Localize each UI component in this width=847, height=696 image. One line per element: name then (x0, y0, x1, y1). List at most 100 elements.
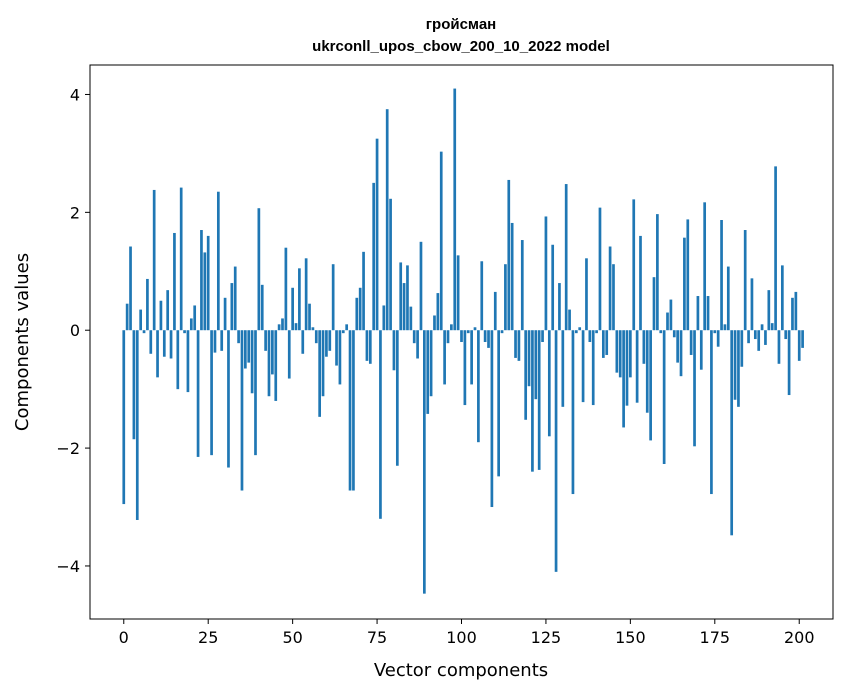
bar-54 (304, 258, 308, 331)
bar-62 (331, 264, 335, 331)
bar-74 (372, 182, 376, 331)
x-tick-label: 100 (446, 628, 477, 647)
chart-title-line-2: ukrconll_upos_cbow_200_10_2022 model (312, 38, 610, 55)
bar-201 (801, 330, 804, 348)
bar-75 (375, 138, 379, 331)
bar-156 (649, 330, 652, 441)
bar-79 (389, 198, 392, 331)
bar-67 (348, 330, 352, 491)
bar-88 (419, 241, 423, 331)
bar-76 (379, 330, 382, 519)
bar-170 (696, 296, 700, 331)
x-tick-label: 125 (531, 628, 562, 647)
y-axis-ticks: −4 −2 0 2 4 (56, 85, 90, 576)
bar-43 (267, 330, 271, 397)
y-tick-label: 0 (70, 321, 80, 340)
bar-3 (132, 330, 136, 440)
bar-184 (743, 230, 747, 331)
x-tick-label: 150 (615, 628, 646, 647)
bar-series (122, 88, 804, 594)
y-axis-label: Components values (12, 253, 33, 431)
bar-8 (149, 330, 153, 354)
bar-56 (311, 327, 315, 331)
bar-179 (726, 266, 730, 331)
bar-73 (368, 330, 372, 364)
bar-25 (206, 235, 210, 331)
bar-47 (281, 318, 284, 331)
bar-187 (753, 330, 757, 340)
bar-29 (220, 330, 224, 351)
plot-frame (89, 64, 834, 620)
y-tick-label: −2 (56, 439, 80, 458)
bar-119 (524, 330, 528, 420)
bar-92 (433, 315, 436, 331)
bar-57 (314, 330, 318, 344)
bar-91 (429, 330, 433, 397)
x-axis-label: Vector components (374, 660, 548, 681)
bar-167 (686, 219, 690, 331)
bar-19 (186, 330, 190, 393)
bar-113 (504, 264, 507, 331)
bar-193 (774, 166, 777, 331)
bar-136 (581, 330, 585, 403)
bar-117 (517, 330, 521, 361)
bar-118 (520, 240, 524, 331)
bar-95 (443, 330, 446, 385)
bar-163 (672, 330, 676, 338)
x-tick-label: 25 (198, 628, 218, 647)
bar-107 (483, 330, 487, 342)
bar-147 (618, 330, 622, 378)
bar-80 (392, 330, 396, 371)
bar-148 (622, 330, 625, 428)
bar-188 (757, 330, 761, 351)
bar-131 (564, 184, 568, 331)
bar-197 (787, 330, 791, 396)
bar-72 (365, 330, 369, 361)
bar-17 (179, 187, 183, 331)
bar-66 (345, 324, 349, 331)
bar-128 (554, 330, 558, 572)
bar-175 (713, 330, 717, 334)
bar-69 (355, 297, 359, 331)
bar-125 (544, 216, 548, 331)
bar-178 (723, 324, 727, 331)
bar-23 (200, 230, 203, 331)
bar-180 (730, 330, 734, 536)
bar-4 (135, 330, 139, 520)
bar-132 (568, 309, 571, 331)
bar-137 (585, 258, 588, 331)
bar-133 (571, 330, 575, 495)
bar-89 (423, 330, 426, 594)
bar-121 (531, 330, 534, 472)
bar-59 (321, 330, 325, 397)
bar-141 (598, 207, 602, 331)
x-tick-label: 175 (700, 628, 731, 647)
bar-44 (271, 330, 274, 375)
bar-166 (683, 237, 686, 331)
bar-30 (223, 297, 227, 331)
bar-102 (466, 330, 470, 334)
bar-192 (770, 323, 774, 331)
bar-24 (203, 252, 207, 331)
bar-96 (446, 330, 450, 344)
bar-2 (129, 246, 132, 331)
bar-7 (146, 278, 149, 331)
bar-86 (412, 330, 416, 344)
bar-110 (493, 291, 497, 331)
bar-177 (720, 220, 723, 331)
bar-176 (716, 330, 720, 347)
bar-26 (210, 330, 213, 456)
bar-200 (797, 330, 801, 361)
bar-172 (703, 202, 707, 331)
bar-81 (395, 330, 399, 466)
bar-143 (605, 330, 609, 355)
bar-112 (500, 330, 504, 334)
bar-41 (260, 284, 264, 331)
bar-191 (767, 290, 771, 331)
bar-146 (615, 330, 619, 373)
bar-186 (750, 278, 754, 331)
bar-68 (352, 330, 355, 491)
bar-145 (612, 264, 615, 331)
bar-64 (338, 330, 342, 385)
x-tick-label: 0 (119, 628, 129, 647)
